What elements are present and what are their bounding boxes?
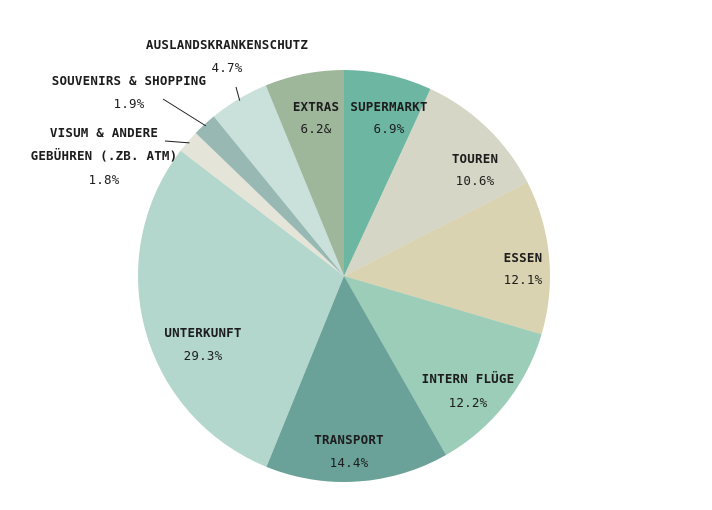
pie-slice-transport (266, 276, 446, 482)
slice-label-intern-fluege: INTERN FLÜGE (422, 371, 515, 386)
slice-label-visum-line2: GEBÜHREN (.ZB. ATM) (31, 148, 178, 163)
slice-label-essen: ESSEN (504, 250, 543, 265)
slice-labels: SUPERMARKT 6.9% TOUREN 10.6% ESSEN 12.1%… (31, 37, 543, 470)
slice-value-touren: 10.6% (456, 173, 495, 188)
slice-value-extras: 6.2& (301, 121, 332, 136)
pie-slice-visum-andere-gebühren-zb-atm (180, 132, 344, 276)
slice-label-supermarkt: SUPERMARKT (350, 99, 427, 114)
slice-label-visum-line1: VISUM & ANDERE (50, 125, 158, 140)
pie-slices (137, 70, 550, 482)
slice-value-visum: 1.8% (89, 172, 120, 187)
slice-label-transport: TRANSPORT (314, 432, 384, 447)
slice-value-supermarkt: 6.9% (374, 121, 405, 136)
slice-value-intern-fluege: 12.2% (449, 395, 488, 410)
leader-line-auslandskrankenschutz (235, 86, 241, 101)
slice-value-souvenirs-shopping: 1.9% (114, 96, 145, 111)
slice-value-essen: 12.1% (504, 272, 543, 287)
slice-label-extras: EXTRAS (293, 99, 339, 114)
slice-label-souvenirs-shopping: SOUVENIRS & SHOPPING (52, 73, 207, 88)
pie-slice-auslandskrankenschutz (213, 85, 344, 277)
pie-slice-essen (344, 182, 550, 335)
leader-lines (162, 86, 241, 144)
slice-label-auslandskrankenschutz: AUSLANDSKRANKENSCHUTZ (146, 37, 309, 52)
pie-slice-touren (344, 89, 528, 276)
pie-slice-supermarkt (344, 70, 431, 276)
pie-slice-extras (265, 70, 344, 276)
leader-line-souvenirs (162, 98, 207, 127)
slice-value-unterkunft: 29.3% (184, 348, 223, 363)
leader-line-visum (164, 140, 190, 144)
pie-slice-intern-flüge (344, 276, 542, 455)
slice-label-unterkunft: UNTERKUNFT (164, 325, 241, 340)
pie-slice-unterkunft (137, 150, 344, 467)
pie-slice-souvenirs-shopping (195, 116, 344, 276)
slice-value-auslandskrankenschutz: 4.7% (212, 60, 243, 75)
slice-value-transport: 14.4% (330, 455, 369, 470)
slice-label-touren: TOUREN (452, 151, 498, 166)
